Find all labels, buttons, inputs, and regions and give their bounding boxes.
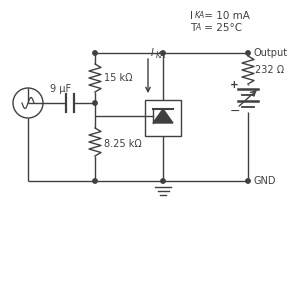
Text: 9 μF: 9 μF — [50, 84, 71, 94]
Text: KA: KA — [156, 51, 166, 60]
Circle shape — [93, 51, 97, 55]
Text: I: I — [190, 11, 193, 21]
Text: A: A — [195, 23, 200, 32]
Text: 15 kΩ: 15 kΩ — [104, 73, 132, 83]
Text: = 25°C: = 25°C — [201, 23, 242, 33]
Text: 8.25 kΩ: 8.25 kΩ — [104, 139, 142, 149]
Text: KA: KA — [195, 11, 205, 20]
Circle shape — [93, 179, 97, 183]
Circle shape — [246, 179, 250, 183]
Text: 232 Ω: 232 Ω — [255, 65, 284, 75]
Text: T: T — [190, 23, 196, 33]
Text: I: I — [151, 48, 154, 58]
Text: = 10 mA: = 10 mA — [201, 11, 250, 21]
Text: −: − — [230, 105, 241, 117]
Circle shape — [161, 179, 165, 183]
Circle shape — [161, 51, 165, 55]
Text: +: + — [230, 80, 239, 90]
Polygon shape — [153, 109, 173, 123]
Text: Output: Output — [254, 48, 288, 58]
Circle shape — [246, 51, 250, 55]
Circle shape — [93, 101, 97, 105]
Text: GND: GND — [254, 176, 277, 186]
Bar — [145, 100, 181, 136]
